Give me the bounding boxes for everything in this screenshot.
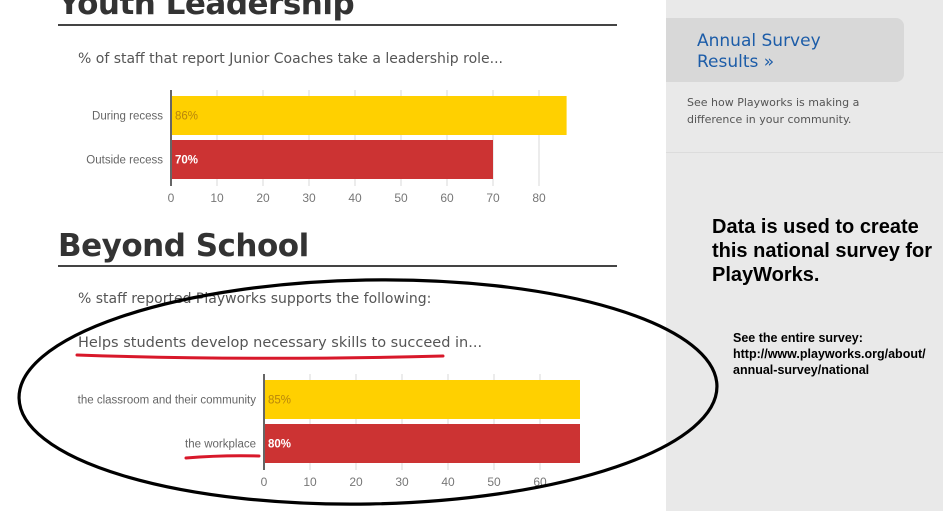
youth-leadership-bar-chart: 0 10 20 30 40 50 60 70 80 86% During recess 70% Outs… — [86, 90, 567, 205]
x-tick-label: 30 — [395, 475, 409, 489]
category-label: the workplace — [185, 439, 256, 451]
annotation-headline: Data is used to create this national sur… — [712, 216, 933, 286]
x-tick-label: 0 — [261, 475, 268, 489]
chart-question: Helps students develop necessary skills … — [78, 335, 483, 351]
category-label: the classroom and their community — [78, 395, 257, 407]
x-tick-label: 20 — [349, 475, 363, 489]
chart-subtitle: % of staff that report Junior Coaches ta… — [78, 51, 503, 67]
section-heading-beyond-school: Beyond School — [58, 228, 309, 264]
x-tick-label: 10 — [303, 475, 317, 489]
x-tick-label: 70 — [486, 191, 500, 205]
x-tick-label: 0 — [168, 191, 175, 205]
category-label: Outside recess — [86, 155, 163, 167]
x-tick-label: 50 — [394, 191, 408, 205]
x-tick-label: 10 — [210, 191, 224, 205]
category-label: During recess — [92, 111, 163, 123]
section-divider — [58, 265, 617, 267]
x-tick-label: 60 — [533, 475, 547, 489]
x-tick-label: 80 — [532, 191, 546, 205]
beyond-school-bar-chart: 0102030405060708085%the classroom and th… — [78, 374, 580, 489]
bar — [264, 424, 580, 463]
x-tick-label: 20 — [256, 191, 270, 205]
bar — [171, 140, 493, 179]
x-tick-label: 50 — [487, 475, 501, 489]
x-tick-label: 40 — [441, 475, 455, 489]
promo-card[interactable] — [666, 18, 904, 82]
section-divider — [58, 24, 617, 26]
bar-value-label: 86% — [175, 111, 198, 123]
x-tick-label: 60 — [440, 191, 454, 205]
annotation-subtext: See the entire survey: http://www.playwo… — [733, 330, 943, 378]
annotation-subtext-line: See the entire survey: — [733, 331, 863, 345]
bar — [264, 380, 580, 419]
bar-value-label: 80% — [268, 439, 291, 451]
promo-description: See how Playworks is making a difference… — [687, 96, 860, 126]
bar-value-label: 70% — [175, 155, 198, 167]
annual-survey-results-link[interactable]: Annual Survey Results » — [697, 31, 821, 72]
section-heading-youth-leadership: Youth Leadership — [58, 0, 355, 22]
main-content: Youth Leadership % of staff that report … — [58, 0, 617, 489]
sidebar-divider — [666, 152, 943, 153]
annotation-url-line: annual-survey/national — [733, 363, 870, 377]
x-tick-label: 40 — [348, 191, 362, 205]
x-tick-label: 70 — [579, 475, 580, 489]
bar — [171, 96, 567, 135]
chart-subtitle: % staff reported Playworks supports the … — [78, 291, 432, 307]
x-tick-label: 30 — [302, 191, 316, 205]
annotation-url-line: http://www.playworks.org/about/ — [733, 347, 926, 361]
bar-value-label: 85% — [268, 395, 291, 407]
